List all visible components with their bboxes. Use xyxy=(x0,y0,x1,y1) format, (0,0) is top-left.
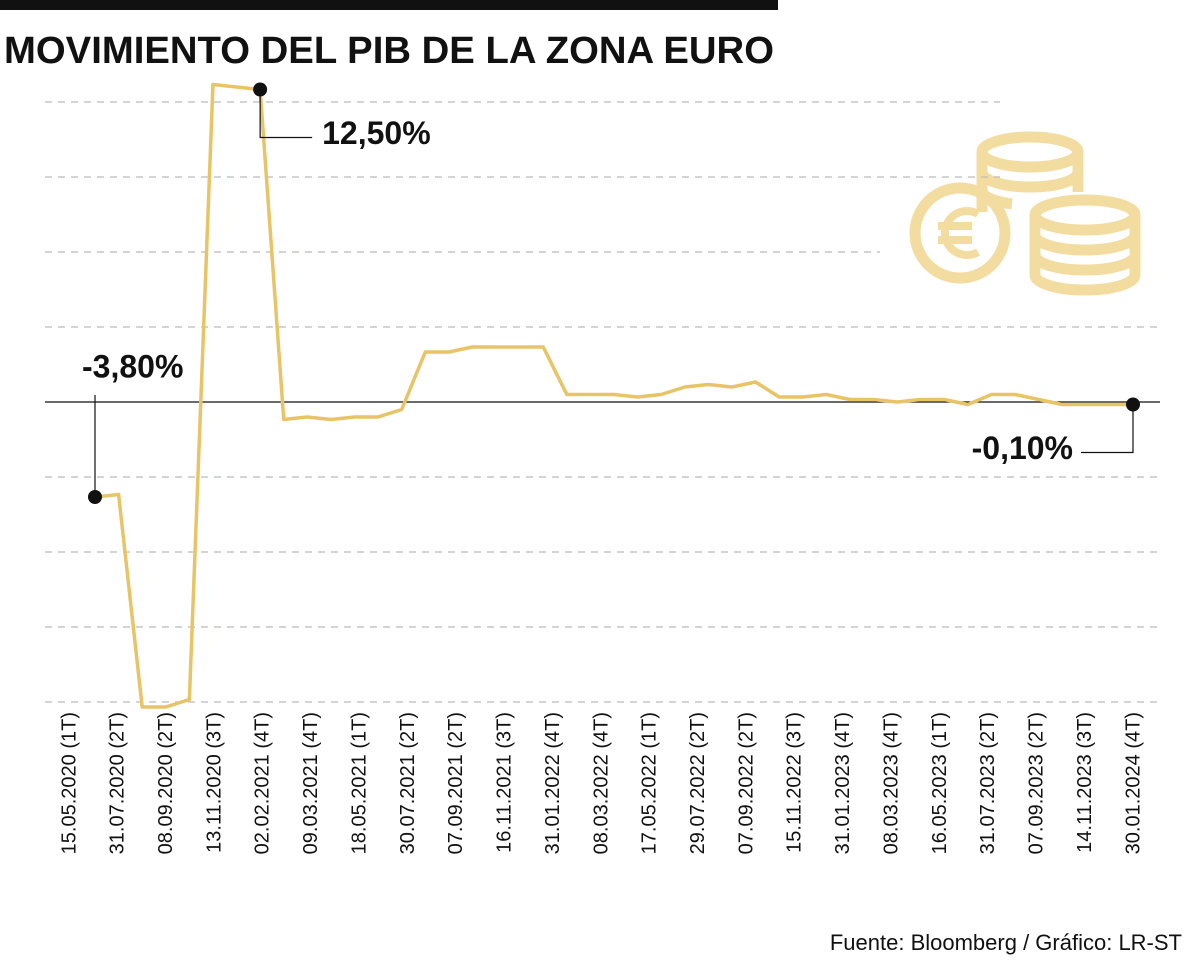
x-tick-label: 13.11.2020 (3T) xyxy=(203,712,225,853)
data-label: -0,10% xyxy=(972,430,1073,466)
x-tick-label: 07.09.2022 (2T) xyxy=(735,712,757,854)
chart-title: MOVIMIENTO DEL PIB DE LA ZONA EURO xyxy=(4,30,774,72)
x-tick-label: 07.09.2021 (2T) xyxy=(445,712,467,854)
x-tick-label: 31.01.2023 (4T) xyxy=(832,712,854,854)
x-tick-label: 17.05.2022 (1T) xyxy=(639,712,661,854)
leader-line xyxy=(259,89,313,139)
x-tick-label: 07.09.2023 (2T) xyxy=(1026,712,1048,854)
x-tick-label: 08.09.2020 (2T) xyxy=(155,712,177,854)
data-line xyxy=(94,82,1133,709)
top-bar xyxy=(0,0,778,10)
point-marker xyxy=(253,82,268,97)
x-tick-label: 14.11.2023 (3T) xyxy=(1074,712,1096,853)
x-tick-label: 16.05.2023 (1T) xyxy=(929,712,951,854)
x-tick-label: 08.03.2022 (4T) xyxy=(590,712,612,854)
x-tick-label: 08.03.2023 (4T) xyxy=(880,712,902,854)
x-tick-label: 02.02.2021 (4T) xyxy=(252,712,274,854)
source: Fuente: Bloomberg / Gráfico: LR-ST xyxy=(830,930,1182,955)
data-label: -3,80% xyxy=(82,348,183,384)
x-tick-label: 31.07.2023 (2T) xyxy=(977,712,999,854)
x-tick-label: 09.03.2021 (4T) xyxy=(300,712,322,854)
x-tick-label: 16.11.2021 (3T) xyxy=(494,712,516,853)
x-tick-label: 31.07.2020 (2T) xyxy=(107,712,129,854)
x-tick-label: 15.05.2020 (1T) xyxy=(58,712,80,854)
x-tick-label: 29.07.2022 (2T) xyxy=(687,712,709,854)
leader-line xyxy=(1081,404,1134,454)
x-tick-label: 30.01.2024 (4T) xyxy=(1122,712,1144,854)
x-tick-label: 18.05.2021 (1T) xyxy=(348,712,370,854)
x-tick-label: 31.01.2022 (4T) xyxy=(542,712,564,854)
point-marker xyxy=(88,490,102,504)
point-marker xyxy=(1126,397,1140,412)
x-tick-label: 15.11.2022 (3T) xyxy=(784,712,806,853)
x-tick-label: 30.07.2021 (2T) xyxy=(397,712,419,854)
data-label: 12,50% xyxy=(322,115,431,151)
coins-icon xyxy=(909,131,1141,296)
